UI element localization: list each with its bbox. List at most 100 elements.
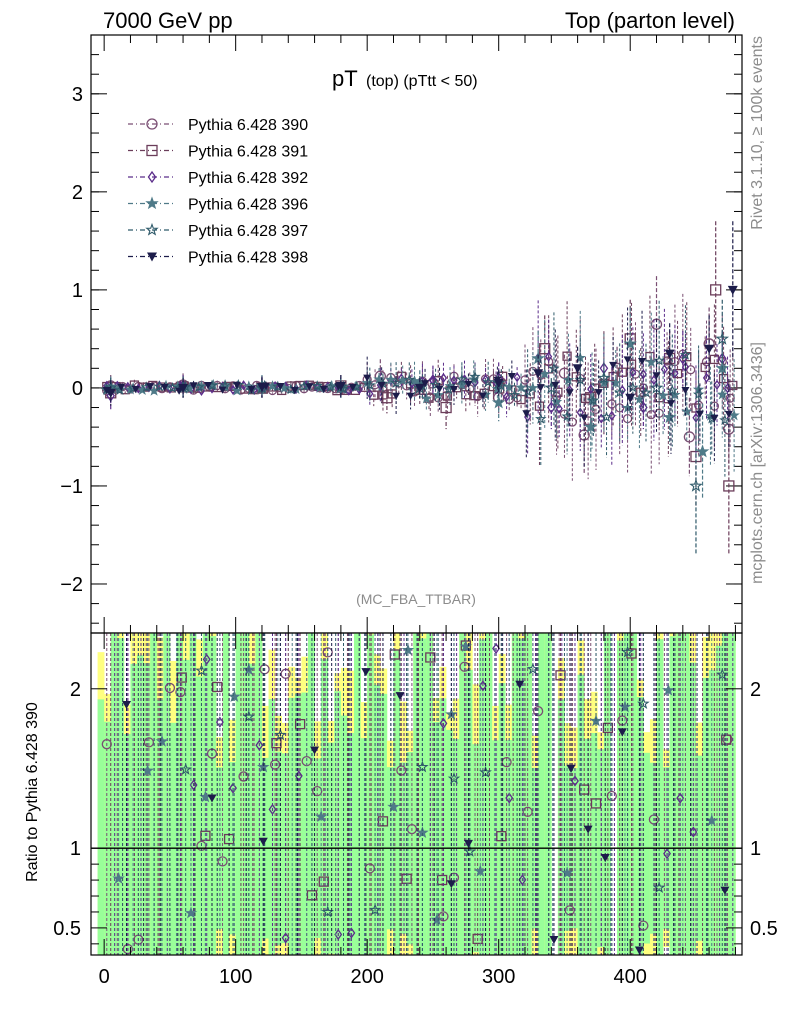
marker-star — [112, 871, 125, 884]
y-tick-label: 1 — [72, 280, 83, 302]
x-tick-label: 200 — [350, 966, 383, 988]
marker-triangle — [478, 392, 487, 400]
marker-circle — [683, 431, 696, 443]
marker-star — [560, 866, 574, 879]
marker-triangle — [319, 385, 328, 394]
marker-star — [184, 906, 198, 919]
marker-diamond — [571, 775, 579, 787]
marker-triangle — [305, 383, 314, 391]
ratio-band-green — [393, 649, 401, 955]
marker-triangle — [247, 386, 256, 394]
ratio-band-green — [235, 633, 243, 955]
ratio-frame — [90, 632, 743, 956]
marker-star — [597, 370, 611, 384]
marker-triangle — [218, 386, 227, 394]
marker-star — [416, 760, 429, 773]
marker-star — [231, 384, 243, 396]
marker-star — [657, 389, 669, 401]
marker-triangle — [449, 385, 458, 394]
marker-square — [212, 681, 223, 693]
marker-triangle — [204, 382, 213, 390]
marker-triangle — [232, 381, 241, 390]
ratio-y-tick-label-right: 1 — [750, 838, 761, 860]
legend-label: Pythia 6.428 390 — [188, 117, 308, 134]
ratio-band-green — [544, 633, 552, 955]
marker-star — [613, 386, 626, 398]
marker-circle — [217, 856, 228, 867]
ratio-band-green — [709, 670, 716, 955]
y-tick-label: 3 — [72, 84, 83, 106]
legend-label: Pythia 6.428 391 — [188, 144, 308, 161]
marker-square — [436, 874, 448, 886]
marker-diamond — [723, 383, 732, 394]
marker-triangle — [105, 388, 116, 398]
legend-label: Pythia 6.428 396 — [188, 197, 308, 214]
marker-triangle — [464, 380, 473, 389]
marker-star — [456, 373, 468, 385]
marker-square — [709, 354, 720, 365]
marker-star — [447, 772, 461, 784]
marker-triangle — [507, 373, 516, 381]
marker-square — [555, 670, 566, 681]
marker-triangle — [146, 383, 155, 391]
marker-star — [666, 384, 679, 396]
ratio-band-green — [413, 633, 421, 955]
marker-diamond — [660, 364, 668, 375]
marker-diamond — [492, 642, 501, 655]
marker-star — [526, 662, 540, 675]
marker-triangle — [609, 361, 618, 370]
marker-diamond — [713, 379, 721, 390]
marker-star — [136, 384, 149, 396]
plot-title-sub: (top) (pTtt < 50) — [366, 73, 478, 90]
marker-star — [689, 478, 703, 492]
marker-star — [401, 643, 415, 656]
marker-diamond — [215, 716, 224, 728]
marker-star — [716, 668, 729, 680]
ratio-band-green — [183, 659, 190, 955]
marker-triangle — [392, 392, 401, 400]
ratio-band-green — [728, 633, 736, 955]
marker-star — [364, 379, 376, 391]
ratio-band-green — [308, 633, 315, 955]
marker-circle — [522, 806, 533, 817]
marker-triangle — [348, 383, 357, 392]
ratio-band-green — [426, 633, 434, 955]
mcplots-label: mcplots.cern.ch [arXiv:1306.3436] — [749, 342, 766, 584]
ratio-band-green — [169, 722, 177, 955]
marker-triangle — [335, 381, 346, 391]
marker-diamond — [345, 385, 353, 396]
marker-triangle — [414, 383, 425, 393]
marker-star — [679, 348, 692, 360]
marker-square — [626, 648, 637, 659]
marker-diamond — [478, 680, 487, 692]
marker-star — [561, 410, 573, 422]
marker-square — [146, 144, 158, 157]
marker-triangle — [695, 410, 704, 418]
ratio-band-green — [189, 633, 197, 955]
ratio-band-green — [373, 685, 381, 955]
marker-diamond — [505, 792, 514, 804]
marker-star — [645, 356, 657, 368]
ratio-band-green — [452, 739, 460, 955]
marker-triangle — [515, 680, 525, 689]
marker-diamond — [545, 351, 553, 362]
marker-triangle — [131, 386, 140, 394]
ratio-y-tick-label-right: 2 — [750, 679, 761, 701]
marker-square — [602, 722, 614, 734]
marker-triangle — [147, 252, 157, 262]
main-ticks: −2 −1 0 1 2 3 — [60, 35, 742, 633]
marker-star — [704, 409, 717, 421]
ratio-band-green — [97, 699, 105, 955]
legend-label: Pythia 6.428 398 — [188, 250, 308, 267]
marker-diamond — [513, 372, 521, 383]
marker-triangle — [310, 746, 320, 755]
x-tick-label: 0 — [99, 966, 110, 988]
marker-triangle — [594, 389, 603, 397]
series-0 — [102, 276, 735, 481]
marker-star — [550, 395, 563, 407]
marker-triangle — [600, 854, 610, 863]
ratio-band-green — [255, 633, 263, 955]
ratio-y-tick-label-right: 0.5 — [750, 918, 778, 940]
marker-square — [710, 284, 722, 296]
